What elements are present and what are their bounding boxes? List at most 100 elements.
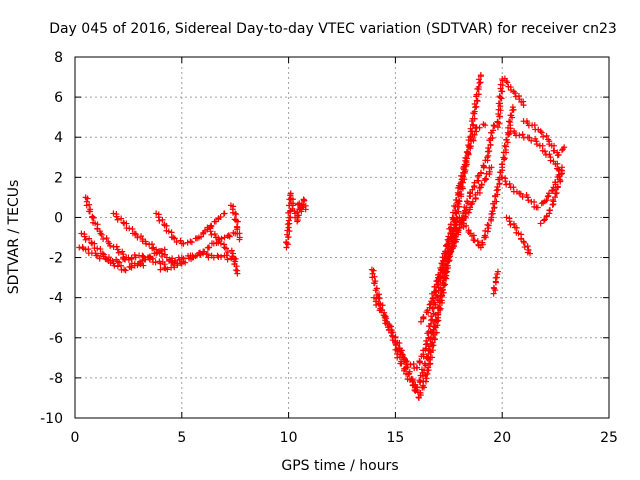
data-point xyxy=(533,141,540,148)
y-tick-label: -4 xyxy=(49,291,63,307)
y-tick-label: 0 xyxy=(54,210,63,226)
data-point xyxy=(455,208,462,215)
data-point xyxy=(491,205,498,212)
y-tick-label: -2 xyxy=(49,251,63,267)
data-point xyxy=(159,247,166,254)
data-point xyxy=(218,253,225,260)
data-point xyxy=(519,193,526,200)
data-point xyxy=(204,224,211,231)
data-point xyxy=(114,216,121,223)
data-point xyxy=(142,256,149,263)
series-dip-band-1 xyxy=(368,72,484,401)
data-point xyxy=(164,266,171,273)
data-point xyxy=(489,208,496,215)
data-point xyxy=(534,204,541,211)
data-point xyxy=(173,239,180,246)
data-point xyxy=(132,231,139,238)
data-point xyxy=(398,360,405,367)
data-point xyxy=(440,257,447,264)
data-point xyxy=(107,242,114,249)
x-tick-label: 10 xyxy=(280,430,298,446)
data-point xyxy=(456,221,463,228)
data-point xyxy=(377,307,384,314)
data-point xyxy=(561,144,568,151)
data-point xyxy=(456,191,463,198)
data-point xyxy=(157,266,164,273)
data-point xyxy=(495,119,502,126)
data-point xyxy=(461,207,468,214)
data-point xyxy=(105,254,112,261)
data-point xyxy=(496,181,503,188)
data-point xyxy=(182,259,189,266)
data-point xyxy=(111,262,118,269)
data-point xyxy=(146,253,153,260)
data-point xyxy=(546,207,553,214)
data-point xyxy=(231,216,238,223)
data-point xyxy=(371,280,378,287)
data-point xyxy=(206,244,213,251)
data-point xyxy=(546,151,553,158)
data-point xyxy=(97,230,104,237)
data-point xyxy=(556,176,563,183)
data-point xyxy=(188,239,195,246)
data-point xyxy=(475,83,482,90)
data-point xyxy=(477,79,484,86)
data-point xyxy=(498,161,505,168)
data-point xyxy=(159,216,166,223)
data-point xyxy=(521,244,528,251)
data-point xyxy=(165,228,172,235)
data-point xyxy=(94,245,101,252)
data-point xyxy=(131,230,138,237)
series-dip-band-5 xyxy=(435,122,498,285)
data-point xyxy=(482,122,489,129)
data-point xyxy=(230,250,237,257)
data-point xyxy=(86,208,93,215)
data-point xyxy=(221,210,228,217)
data-point xyxy=(497,94,504,101)
data-point xyxy=(493,187,500,194)
data-point xyxy=(233,263,240,270)
data-point xyxy=(431,299,438,306)
data-point xyxy=(502,143,509,150)
data-point xyxy=(491,122,498,129)
data-point xyxy=(480,163,487,170)
data-point xyxy=(100,236,107,243)
data-point xyxy=(483,176,490,183)
data-point xyxy=(430,326,437,333)
data-point xyxy=(541,148,548,155)
x-tick-label: 15 xyxy=(386,430,404,446)
data-point xyxy=(494,118,501,125)
data-point xyxy=(537,220,544,227)
data-point xyxy=(463,222,470,229)
data-point xyxy=(525,246,532,253)
data-point xyxy=(471,101,478,108)
data-point xyxy=(476,80,483,87)
data-point xyxy=(283,239,290,246)
chart-title: Day 045 of 2016, Sidereal Day-to-day VTE… xyxy=(49,21,617,37)
y-tick-label: -6 xyxy=(49,331,63,347)
data-point xyxy=(471,115,478,122)
data-point xyxy=(414,364,421,371)
data-point xyxy=(454,228,461,235)
data-point xyxy=(118,215,125,222)
data-point xyxy=(489,134,496,141)
y-tick-label: 4 xyxy=(54,130,63,146)
data-point xyxy=(439,280,446,287)
data-point xyxy=(433,317,440,324)
data-point xyxy=(171,235,178,242)
data-point xyxy=(512,93,519,100)
data-point xyxy=(226,233,233,240)
data-point xyxy=(428,341,435,348)
data-point xyxy=(103,235,110,242)
data-point xyxy=(440,266,447,273)
data-point xyxy=(447,221,454,228)
data-point xyxy=(218,235,225,242)
data-point xyxy=(88,239,95,246)
data-point xyxy=(484,228,491,235)
data-point xyxy=(463,155,470,162)
data-point xyxy=(475,76,482,83)
data-point xyxy=(480,162,487,169)
data-point xyxy=(171,264,178,271)
data-point xyxy=(156,217,163,224)
data-point xyxy=(223,245,230,252)
